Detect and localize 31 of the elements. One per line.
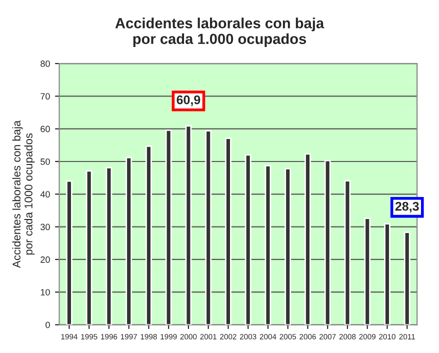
bar bbox=[86, 170, 92, 325]
y-tick-label: 20 bbox=[40, 256, 50, 263]
bar bbox=[126, 156, 132, 325]
bar bbox=[404, 232, 410, 325]
bar bbox=[384, 223, 390, 325]
bar bbox=[284, 168, 292, 325]
y-tick-label: 40 bbox=[40, 191, 50, 198]
bar bbox=[185, 125, 192, 325]
bar bbox=[364, 218, 371, 325]
chart-title: Accidentes laborales con baja por cada 1.000 ocupados bbox=[115, 18, 324, 47]
y-tick-label: 70 bbox=[40, 93, 50, 100]
bar bbox=[165, 129, 172, 325]
y-tick-label: 50 bbox=[40, 158, 50, 165]
bar bbox=[225, 138, 232, 325]
bar bbox=[106, 167, 112, 325]
bar bbox=[324, 160, 331, 325]
y-tick-label: 30 bbox=[40, 224, 50, 230]
bar bbox=[146, 145, 152, 325]
bar bbox=[264, 165, 272, 325]
y-tick-label: 0 bbox=[46, 322, 50, 328]
bar bbox=[205, 130, 212, 325]
data-label: 28,3 bbox=[395, 202, 419, 213]
bar bbox=[304, 153, 311, 325]
y-axis-title: Accidentes laborales con baja por cada 1000 ocupados bbox=[12, 120, 35, 268]
y-tick-label: 60 bbox=[40, 126, 50, 132]
bar bbox=[66, 180, 72, 325]
bar bbox=[344, 180, 351, 325]
y-tick-label: 80 bbox=[40, 60, 50, 67]
bar bbox=[244, 154, 252, 325]
data-label: 60,9 bbox=[176, 95, 200, 106]
y-tick-label: 10 bbox=[40, 289, 50, 296]
